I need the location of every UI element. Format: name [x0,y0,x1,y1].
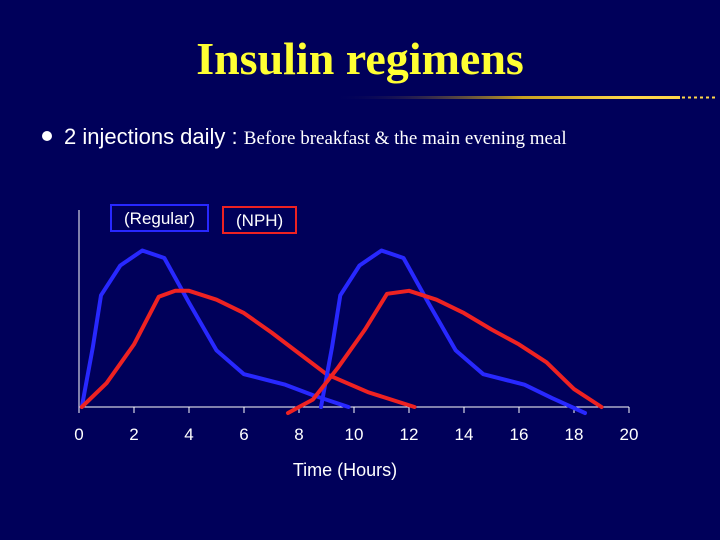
bullet-dot-icon [42,131,52,141]
x-tick-label: 14 [455,425,474,444]
insulin-chart: 0 2 4 6 8 10 12 14 16 18 20 [74,210,639,444]
nph-curve-morning [79,288,417,409]
x-axis-label: Time (Hours) [292,460,398,480]
x-tick-label: 16 [510,425,529,444]
x-tick-label: 0 [74,425,83,444]
title-underline [330,96,715,99]
x-tick-label: 6 [239,425,248,444]
x-tick-label: 2 [129,425,138,444]
x-tick-label: 12 [400,425,419,444]
x-tick-label: 8 [294,425,303,444]
slide-title: Insulin regimens [196,33,524,84]
x-tick-label: 4 [184,425,193,444]
x-tick-label: 18 [565,425,584,444]
x-tick-label: 20 [620,425,639,444]
bullet-text: 2 injections daily : Before breakfast & … [64,124,567,150]
regular-curve-evening [319,248,587,415]
bullet-detail-text: Before breakfast & the main evening meal [243,128,567,149]
regular-curve-morning [79,248,351,409]
x-tick-label: 10 [345,425,364,444]
nph-curve-evening [286,288,604,415]
legend-nph: (NPH) [222,206,298,234]
legend-regular: (Regular) [110,204,209,232]
bullet-main-text: 2 injections daily : [64,124,244,149]
